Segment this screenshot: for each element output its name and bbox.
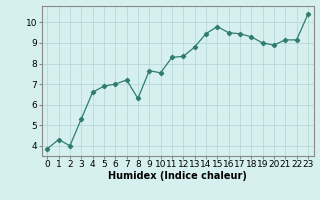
X-axis label: Humidex (Indice chaleur): Humidex (Indice chaleur)	[108, 171, 247, 181]
